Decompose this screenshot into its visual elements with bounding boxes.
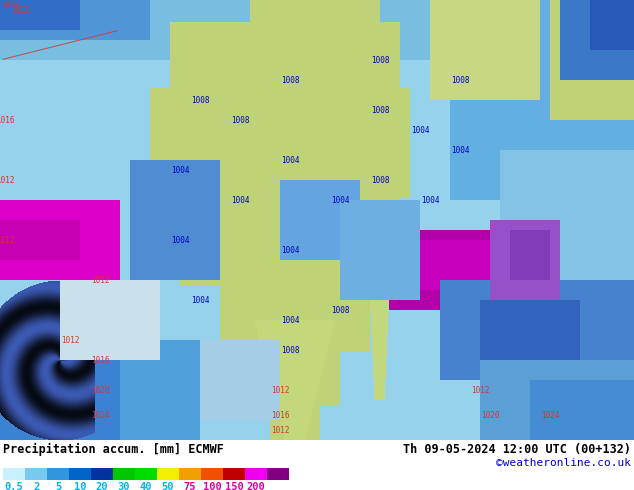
Text: Th 09-05-2024 12:00 UTC (00+132): Th 09-05-2024 12:00 UTC (00+132)	[403, 443, 631, 456]
Bar	[91, 468, 113, 480]
Text: 5: 5	[55, 482, 61, 490]
Text: 1012: 1012	[1, 0, 19, 9]
Text: Precipitation accum. [mm] ECMWF: Precipitation accum. [mm] ECMWF	[3, 443, 224, 456]
Text: 1020: 1020	[91, 386, 109, 394]
Text: 1004: 1004	[411, 125, 429, 134]
Text: 1020: 1020	[481, 411, 499, 419]
Bar	[179, 468, 201, 480]
Text: 1004: 1004	[281, 316, 299, 324]
Text: 1012: 1012	[471, 386, 489, 394]
Text: 200: 200	[247, 482, 266, 490]
Text: 1012: 1012	[91, 275, 109, 285]
Text: 1008: 1008	[281, 345, 299, 354]
Text: 1008: 1008	[191, 96, 209, 104]
Text: 1004: 1004	[191, 295, 209, 304]
Text: 1004: 1004	[281, 245, 299, 254]
Bar	[25, 468, 47, 480]
Text: 2: 2	[33, 482, 39, 490]
Text: 1004: 1004	[421, 196, 439, 204]
Text: 75: 75	[184, 482, 197, 490]
Text: 1012: 1012	[271, 386, 289, 394]
Text: 1008: 1008	[371, 105, 389, 115]
Bar	[223, 468, 245, 480]
Text: 1012: 1012	[271, 425, 289, 435]
Text: 1024: 1024	[541, 411, 559, 419]
Text: 1008: 1008	[231, 116, 249, 124]
Text: 150: 150	[224, 482, 243, 490]
Text: 1016: 1016	[91, 356, 109, 365]
Text: 40: 40	[139, 482, 152, 490]
Text: 1012: 1012	[11, 5, 29, 15]
Text: 1016: 1016	[0, 116, 14, 124]
Text: 100: 100	[203, 482, 221, 490]
Text: 1012: 1012	[0, 236, 14, 245]
Text: 0.5: 0.5	[4, 482, 23, 490]
Bar	[135, 468, 157, 480]
Bar	[201, 468, 223, 480]
Text: 1008: 1008	[451, 75, 469, 84]
Text: 50: 50	[162, 482, 174, 490]
Bar	[267, 468, 289, 480]
Text: 1008: 1008	[281, 75, 299, 84]
Text: 10: 10	[74, 482, 86, 490]
Text: 1008: 1008	[371, 175, 389, 185]
Text: 1004: 1004	[451, 146, 469, 154]
Text: 1004: 1004	[281, 155, 299, 165]
Text: 1004: 1004	[231, 196, 249, 204]
Bar	[3, 468, 25, 480]
Text: 30: 30	[118, 482, 130, 490]
Bar	[157, 468, 179, 480]
Text: 1004: 1004	[171, 236, 190, 245]
Bar	[113, 468, 135, 480]
Text: 1012: 1012	[0, 175, 14, 185]
Bar	[47, 468, 69, 480]
Text: 1024: 1024	[91, 411, 109, 419]
Text: 1012: 1012	[61, 336, 79, 344]
Text: 1004: 1004	[171, 166, 190, 174]
Text: 20: 20	[96, 482, 108, 490]
Text: 1008: 1008	[331, 305, 349, 315]
Text: 1008: 1008	[371, 55, 389, 65]
Bar	[69, 468, 91, 480]
Bar	[245, 468, 267, 480]
Text: 1016: 1016	[271, 411, 289, 419]
Text: ©weatheronline.co.uk: ©weatheronline.co.uk	[496, 458, 631, 468]
Text: 1004: 1004	[331, 196, 349, 204]
